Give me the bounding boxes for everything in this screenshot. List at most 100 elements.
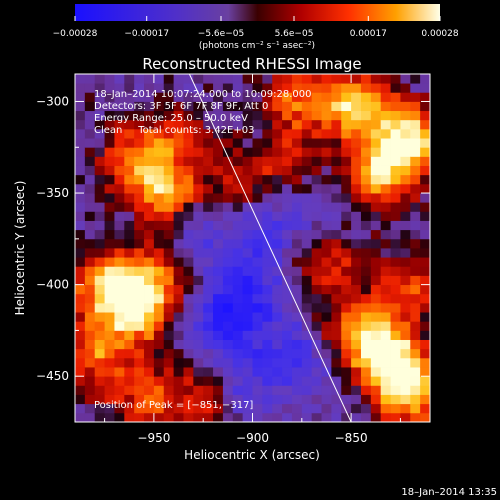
heatmap-cell xyxy=(272,174,283,185)
heatmap-cell xyxy=(84,321,96,331)
heatmap-cell xyxy=(232,193,244,203)
heatmap-cell xyxy=(203,74,214,84)
heatmap-cell xyxy=(341,211,352,221)
heatmap-cell xyxy=(272,394,283,405)
heatmap-cell xyxy=(321,293,332,304)
heatmap-cell xyxy=(370,211,382,221)
heatmap-cell xyxy=(331,248,342,258)
heatmap-cell xyxy=(252,128,263,139)
heatmap-cell xyxy=(380,394,391,405)
heatmap-cell xyxy=(222,83,234,93)
heatmap-cell xyxy=(341,376,352,386)
heatmap-cell xyxy=(291,339,303,350)
heatmap-cell xyxy=(183,376,194,386)
heatmap-cell xyxy=(75,248,86,258)
heatmap-cell xyxy=(222,238,234,249)
heatmap-cell xyxy=(213,101,224,112)
heatmap-cell xyxy=(301,147,313,157)
heatmap-cell xyxy=(360,193,372,203)
heatmap-cell xyxy=(272,92,283,102)
heatmap-cell xyxy=(360,74,372,84)
heatmap-cell xyxy=(272,128,283,139)
heatmap-cell xyxy=(183,293,194,304)
heatmap-cell xyxy=(163,101,175,112)
heatmap-cell xyxy=(163,293,175,304)
heatmap-cell xyxy=(370,293,382,304)
heatmap-cell xyxy=(311,348,322,359)
heatmap-cell xyxy=(390,257,401,267)
heatmap-cell xyxy=(104,92,115,102)
heatmap-cell xyxy=(153,83,165,93)
heatmap-cell xyxy=(94,412,105,422)
heatmap-cell xyxy=(272,119,283,130)
heatmap-cell xyxy=(84,183,96,194)
heatmap-cell xyxy=(242,257,253,267)
heatmap-cell xyxy=(331,321,342,331)
heatmap-cell xyxy=(321,367,332,377)
heatmap-cell xyxy=(193,174,204,185)
heatmap-cell xyxy=(272,238,283,249)
heatmap-cell xyxy=(114,220,125,231)
heatmap-cell xyxy=(134,183,145,194)
heatmap-cell xyxy=(173,119,184,130)
heatmap-cell xyxy=(193,220,204,231)
heatmap-cell xyxy=(341,266,352,276)
heatmap-cell xyxy=(341,128,352,139)
heatmap-cell xyxy=(341,238,352,249)
heatmap-cell xyxy=(203,128,214,139)
heatmap-cell xyxy=(351,367,362,377)
heatmap-cell xyxy=(75,321,86,331)
heatmap-cell xyxy=(400,367,411,377)
colorbar-tick-label: −0.00028 xyxy=(53,29,98,39)
heatmap-cell xyxy=(144,101,155,112)
heatmap-cell xyxy=(114,138,125,148)
heatmap-cell xyxy=(183,284,194,295)
heatmap-cell xyxy=(213,138,224,148)
heatmap-cell xyxy=(380,339,391,350)
heatmap-cell xyxy=(134,193,145,203)
heatmap-cell xyxy=(380,284,391,295)
heatmap-cell xyxy=(351,138,362,148)
heatmap-cell xyxy=(410,165,421,176)
heatmap-cell xyxy=(410,174,421,185)
heatmap-cell xyxy=(84,367,96,377)
heatmap-cell xyxy=(252,394,263,405)
heatmap-cell xyxy=(134,174,145,185)
heatmap-cell xyxy=(262,202,273,212)
heatmap-cell xyxy=(163,128,175,139)
heatmap-cell xyxy=(183,202,194,212)
heatmap-cell xyxy=(351,302,362,313)
heatmap-cell xyxy=(301,248,313,258)
heatmap-cell xyxy=(252,266,263,276)
heatmap-cell xyxy=(144,238,155,249)
heatmap-cell xyxy=(341,312,352,322)
heatmap-cell xyxy=(173,193,184,203)
heatmap-cell xyxy=(124,376,135,386)
heatmap-cell xyxy=(153,248,165,258)
heatmap-cell xyxy=(360,321,372,331)
heatmap-cell xyxy=(163,339,175,350)
heatmap-cell xyxy=(311,284,322,295)
heatmap-cell xyxy=(144,138,155,148)
heatmap-cell xyxy=(232,229,244,240)
heatmap-cell xyxy=(331,193,342,203)
heatmap-cell xyxy=(104,385,115,395)
heatmap-cell xyxy=(144,339,155,350)
heatmap-cell xyxy=(370,412,382,422)
heatmap-cell xyxy=(301,257,313,267)
heatmap-cell xyxy=(163,174,175,185)
heatmap-cell xyxy=(272,312,283,322)
heatmap-cell xyxy=(380,193,391,203)
heatmap-cell xyxy=(104,138,115,148)
heatmap-cell xyxy=(75,394,86,405)
heatmap-cell xyxy=(114,165,125,176)
heatmap-cell xyxy=(153,174,165,185)
heatmap-cell xyxy=(311,302,322,313)
heatmap-cell xyxy=(114,128,125,139)
heatmap-cell xyxy=(163,165,175,176)
heatmap-cell xyxy=(291,101,303,112)
heatmap-cell xyxy=(94,367,105,377)
heatmap-cell xyxy=(144,74,155,84)
heatmap-cell xyxy=(370,138,382,148)
heatmap-cell xyxy=(321,339,332,350)
